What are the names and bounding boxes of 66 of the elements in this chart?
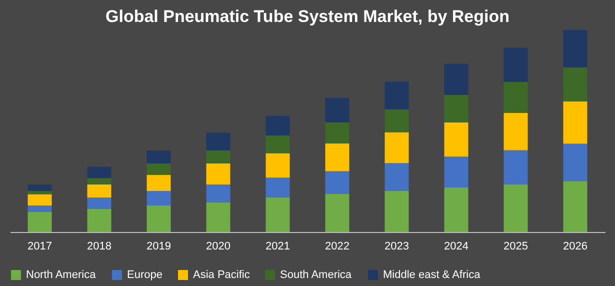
legend-label: Middle east & Africa	[383, 269, 482, 281]
bar	[325, 98, 350, 122]
bar	[28, 190, 52, 194]
bar	[87, 178, 112, 185]
bar	[563, 67, 588, 102]
bar	[563, 144, 588, 182]
bar	[266, 178, 290, 198]
bar	[146, 174, 171, 191]
bar	[266, 153, 290, 178]
bar	[87, 184, 112, 198]
bar	[146, 190, 171, 206]
bar	[206, 184, 230, 202]
bar	[206, 132, 230, 150]
bar	[266, 135, 290, 154]
bar	[504, 150, 528, 184]
bar	[28, 212, 52, 232]
x-tick-label: 2024	[444, 240, 468, 252]
bar	[384, 163, 409, 191]
bar	[563, 102, 588, 144]
legend-label: South America	[280, 269, 352, 281]
legend-label: North America	[26, 269, 97, 281]
bar	[325, 144, 350, 172]
bar	[28, 206, 52, 212]
bar	[266, 197, 290, 232]
x-tick-label: 2022	[325, 240, 350, 252]
x-tick-label: 2025	[504, 240, 528, 252]
bar	[384, 82, 409, 110]
bar	[504, 82, 528, 113]
x-tick-label: 2023	[384, 240, 409, 252]
x-tick-label: 2019	[146, 240, 171, 252]
legend-label: Asia Pacific	[193, 269, 250, 281]
x-tick-label: 2021	[266, 240, 290, 252]
bar	[563, 30, 588, 68]
bar	[504, 184, 528, 232]
bar	[444, 156, 468, 188]
bar	[206, 163, 230, 185]
bar	[325, 122, 350, 144]
x-tick-label: 2017	[28, 240, 52, 252]
bar	[28, 184, 52, 191]
bar	[444, 122, 468, 157]
bar	[384, 190, 409, 232]
bar	[206, 150, 230, 164]
bar	[266, 116, 290, 136]
bar	[384, 132, 409, 164]
bar	[87, 208, 112, 232]
legend-label: Europe	[127, 269, 162, 281]
bar	[444, 94, 468, 123]
bar	[146, 206, 171, 232]
bar	[444, 64, 468, 95]
bar	[563, 181, 588, 232]
bar	[87, 197, 112, 209]
bar	[206, 202, 230, 232]
bar	[146, 150, 171, 164]
bar	[444, 188, 468, 232]
bar	[146, 164, 171, 175]
bar	[325, 194, 350, 232]
bar	[87, 166, 112, 178]
chart-title: Global Pneumatic Tube System Market, by Region	[106, 7, 510, 26]
bar	[384, 109, 409, 132]
bar	[504, 112, 528, 150]
x-tick-label: 2026	[563, 240, 588, 252]
bar	[504, 48, 528, 82]
bar	[28, 194, 52, 206]
x-tick-label: 2018	[87, 240, 112, 252]
bar	[325, 171, 350, 194]
x-tick-label: 2020	[206, 240, 230, 252]
